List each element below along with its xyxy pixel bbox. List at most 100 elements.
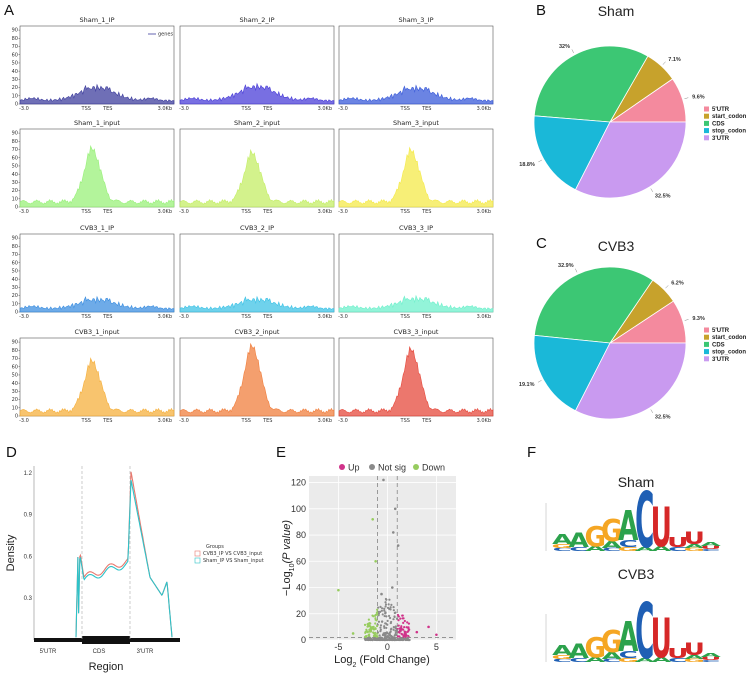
volcano-point: [379, 605, 382, 608]
volcano-point: [363, 623, 367, 626]
volcano-point: [389, 628, 393, 631]
profile-area: [179, 342, 335, 417]
x-end-label: 3.0Kb: [477, 314, 491, 320]
volcano-point: [407, 628, 411, 631]
density-y-tick: 1.2: [24, 471, 33, 477]
volcano-point: [383, 614, 386, 618]
x-tes-label: TES: [102, 209, 112, 215]
volcano-point: [371, 517, 375, 521]
motif-letter: C: [553, 547, 572, 552]
y-tick-label: 80: [12, 348, 18, 354]
pie-leader: [650, 188, 654, 193]
profile-cell: CVB3_3_IP -3.0 TSS TES 3.0Kb: [338, 224, 494, 320]
pie-leader: [665, 285, 669, 289]
x-start-label: -3.0: [179, 209, 189, 215]
volcano-point: [397, 619, 400, 622]
volcano-point: [382, 478, 385, 482]
volcano-point: [386, 619, 389, 622]
volcano-point: [376, 608, 379, 611]
pie-legend-label: start_codon: [712, 335, 747, 341]
density-y-label: Density: [5, 534, 17, 571]
motif-letter: G: [585, 521, 606, 553]
volcano-legend-label: Down: [422, 463, 445, 473]
y-tick-label: 10: [12, 405, 18, 411]
density-legend-label: CVB3_IP VS CVB3_input: [203, 551, 262, 557]
pie-leader: [662, 61, 666, 65]
y-tick-label: 90: [12, 131, 18, 137]
region-label: CDS: [93, 649, 106, 655]
volcano-point: [377, 612, 381, 615]
volcano-point: [395, 617, 399, 620]
y-tick-label: 90: [12, 340, 18, 346]
volcano-point: [389, 638, 392, 641]
volcano-point: [377, 620, 381, 623]
volcano-y-tick: 60: [296, 556, 306, 566]
volcano-point: [406, 630, 409, 634]
volcano-point: [370, 628, 373, 631]
y-tick-label: 10: [12, 301, 18, 307]
pie-legend-label: 5'UTR: [712, 107, 730, 113]
motif-letter: C: [635, 587, 654, 676]
motif-letter: U: [684, 641, 705, 660]
x-tss-label: TSS: [400, 106, 410, 112]
volcano-point: [351, 632, 355, 635]
y-tick-label: 70: [12, 44, 18, 50]
x-tes-label: TES: [421, 106, 431, 112]
pie-legend-swatch: [704, 334, 709, 340]
volcano-point: [372, 625, 375, 628]
motif-letter: C: [602, 658, 621, 663]
motif-letter: U: [700, 545, 721, 550]
volcano-point: [384, 605, 387, 608]
volcano-point: [385, 622, 388, 625]
x-tes-label: TES: [102, 314, 112, 320]
motif-letter: C: [619, 538, 638, 549]
profile-cell: Sham_2_IP -3.0 TSS TES 3.0Kb: [179, 16, 335, 112]
density-x-label: Region: [89, 661, 124, 673]
x-end-label: 3.0Kb: [477, 418, 491, 424]
y-tick-label: 10: [12, 196, 18, 202]
motif-letter: A: [585, 656, 606, 664]
y-tick-label: 80: [12, 139, 18, 145]
x-tes-label: TES: [102, 418, 112, 424]
profile-cell: CVB3_2_input -3.0 TSS TES 3.0Kb: [179, 328, 335, 424]
volcano-point: [382, 632, 385, 635]
volcano-legend-label: Not sig: [378, 463, 406, 473]
motif-letter: A: [569, 530, 590, 552]
motif-letter: C: [701, 549, 720, 552]
x-tss-label: TSS: [400, 314, 410, 320]
profile-area: [179, 82, 335, 105]
volcano-point: [394, 633, 397, 636]
y-tick-label: 70: [12, 252, 18, 258]
y-tick-label: 20: [12, 293, 18, 299]
profile-cell: Sham_3_input -3.0 TSS TES 3.0Kb: [338, 119, 494, 215]
pie-slice: [533, 45, 649, 123]
x-tss-label: TSS: [241, 418, 251, 424]
profile-area: [179, 148, 335, 208]
motif-letter: A: [684, 543, 705, 549]
pie-slice-label: 7.1%: [668, 57, 681, 63]
y-tick-label: 20: [12, 397, 18, 403]
volcano-point: [392, 636, 395, 639]
y-tick-label: 80: [12, 244, 18, 250]
volcano-legend-dot: [339, 464, 345, 470]
y-tick-label: 0: [15, 414, 18, 420]
pie-slice: [533, 334, 611, 412]
volcano-point: [368, 630, 371, 633]
volcano-point: [387, 638, 390, 641]
y-tick-label: 60: [12, 52, 18, 58]
motif-letter: G: [601, 624, 622, 659]
pie-cvb3: CVB3 9.3% 6.2% 32.9% 19.1% 32.5% 5'UTRstart_co…: [519, 238, 747, 420]
volcano-point: [367, 618, 370, 621]
volcano-point: [407, 636, 410, 639]
volcano-point: [372, 632, 376, 635]
x-start-label: -3.0: [179, 106, 189, 112]
x-tes-label: TES: [262, 209, 272, 215]
motif-letter: A: [618, 503, 639, 551]
volcano-point: [368, 638, 371, 641]
volcano-point: [385, 598, 388, 601]
profile-cell: Sham_2_input -3.0 TSS TES 3.0Kb: [179, 119, 335, 215]
volcano-point: [378, 610, 382, 613]
pie-slice-label: 18.8%: [519, 162, 535, 168]
pie-legend-swatch: [704, 356, 709, 362]
volcano-plot: -5 0 5 0 20 40 60 80 100 120 Up Not sig Down Log2 (Fo…: [281, 463, 456, 669]
